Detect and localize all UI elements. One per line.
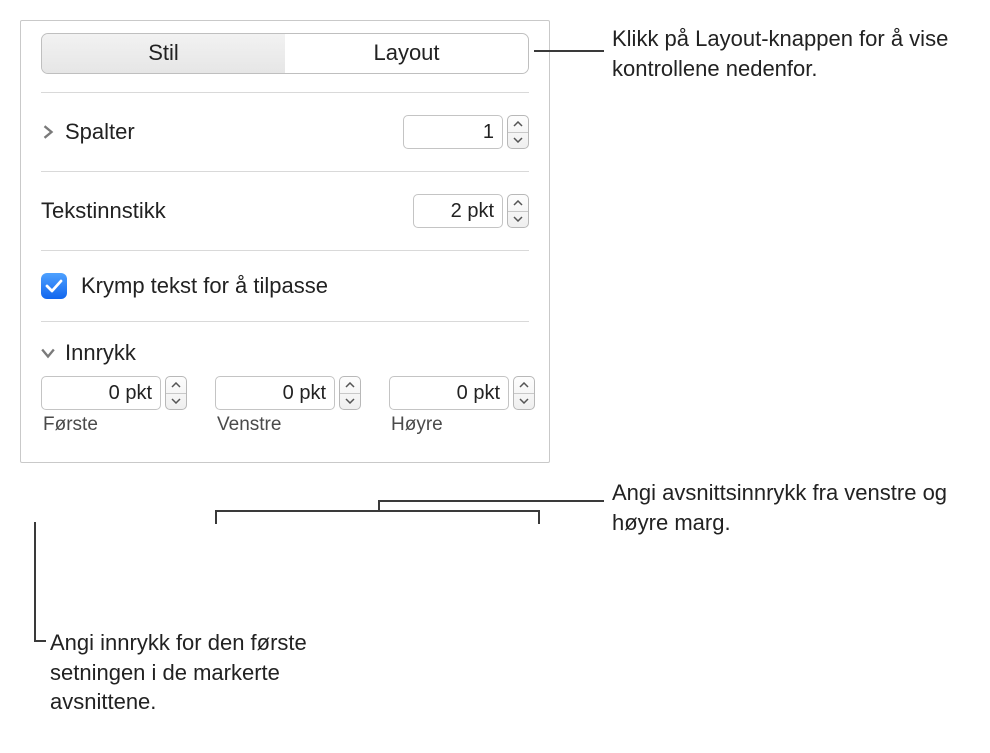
columns-label: Spalter: [65, 119, 403, 145]
indent-first-input[interactable]: [41, 376, 161, 410]
stepper-up-icon[interactable]: [508, 116, 528, 133]
shrink-text-row: Krymp tekst for å tilpasse: [21, 251, 549, 321]
callout-bracket: [215, 510, 540, 524]
indent-first-stepper[interactable]: [165, 376, 187, 410]
callout-line: [34, 640, 46, 642]
callout-first-line: Angi innrykk for den første setningen i …: [50, 628, 350, 717]
stepper-down-icon[interactable]: [514, 394, 534, 410]
callout-margins: Angi avsnittsinnrykk fra venstre og høyr…: [612, 478, 982, 537]
text-inset-stepper[interactable]: [507, 194, 529, 228]
indent-left-stepper[interactable]: [339, 376, 361, 410]
callout-layout-button: Klikk på Layout-knappen for å vise kontr…: [612, 24, 982, 83]
callout-line: [534, 50, 604, 52]
tab-layout[interactable]: Layout: [285, 34, 528, 73]
columns-input[interactable]: [403, 115, 503, 149]
indent-right-label: Høyre: [389, 414, 443, 436]
text-inset-stepper-wrap: [413, 194, 529, 228]
text-inset-row: Tekstinnstikk: [21, 172, 549, 250]
stepper-up-icon[interactable]: [166, 377, 186, 394]
tab-layout-label: Layout: [373, 40, 439, 65]
indent-right: Høyre: [389, 376, 535, 436]
indent-left: Venstre: [215, 376, 361, 436]
stepper-down-icon[interactable]: [166, 394, 186, 410]
indents-header-row: Innrykk: [21, 322, 549, 372]
tab-stil-label: Stil: [148, 40, 179, 65]
columns-stepper-wrap: [403, 115, 529, 149]
stepper-down-icon[interactable]: [508, 212, 528, 228]
indent-first: Første: [41, 376, 187, 436]
indents-grid: Første Venstre Høyre: [21, 372, 549, 442]
layout-inspector-panel: Stil Layout Spalter Tekstinnstikk: [20, 20, 550, 463]
tab-stil[interactable]: Stil: [42, 34, 285, 73]
indent-right-input[interactable]: [389, 376, 509, 410]
indents-label: Innrykk: [65, 340, 529, 366]
callout-line: [34, 522, 36, 640]
stepper-up-icon[interactable]: [340, 377, 360, 394]
stepper-up-icon[interactable]: [514, 377, 534, 394]
inspector-tabs: Stil Layout: [41, 33, 529, 74]
chevron-right-icon[interactable]: [41, 125, 55, 139]
stepper-up-icon[interactable]: [508, 195, 528, 212]
text-inset-input[interactable]: [413, 194, 503, 228]
indent-left-input[interactable]: [215, 376, 335, 410]
indent-right-stepper[interactable]: [513, 376, 535, 410]
indent-left-label: Venstre: [215, 414, 281, 436]
callout-line: [378, 500, 604, 502]
shrink-text-checkbox[interactable]: [41, 273, 67, 299]
stepper-down-icon[interactable]: [340, 394, 360, 410]
text-inset-label: Tekstinnstikk: [41, 198, 413, 224]
columns-stepper[interactable]: [507, 115, 529, 149]
columns-row: Spalter: [21, 93, 549, 171]
shrink-text-label: Krymp tekst for å tilpasse: [81, 273, 529, 299]
stepper-down-icon[interactable]: [508, 133, 528, 149]
checkmark-icon: [45, 279, 63, 293]
chevron-down-icon[interactable]: [41, 346, 55, 360]
indent-first-label: Første: [41, 414, 98, 436]
